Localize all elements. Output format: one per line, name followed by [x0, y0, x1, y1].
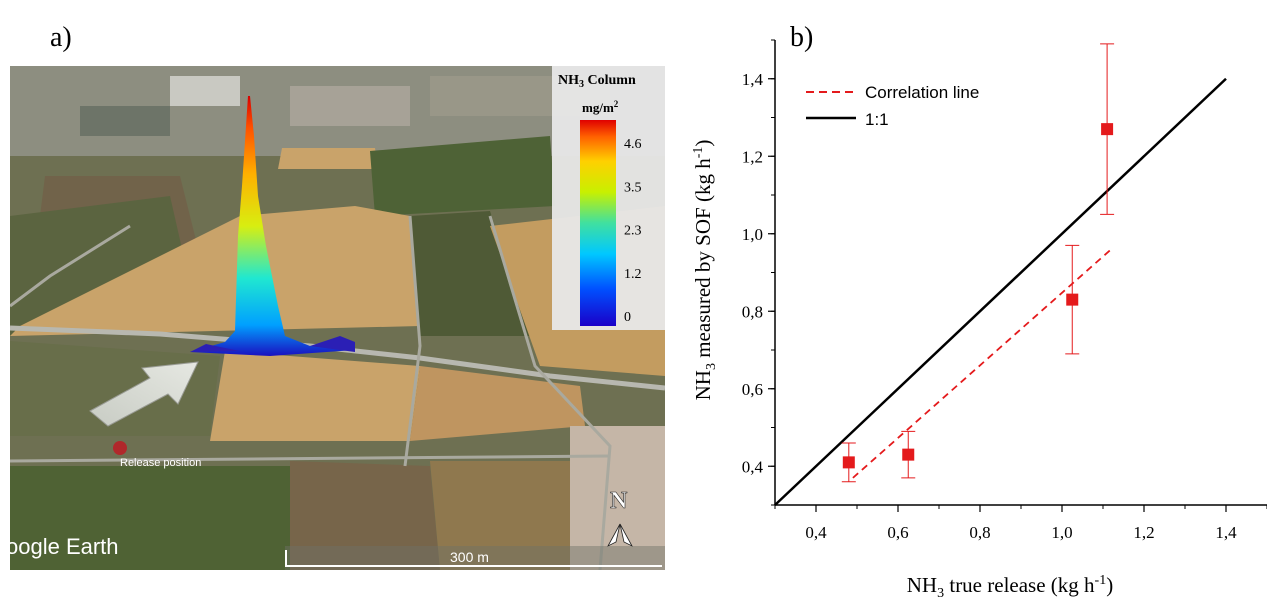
- y-tick-label: 1,2: [742, 147, 763, 166]
- field-parcel: [278, 148, 378, 169]
- colorbar-tick-label: 2.3: [624, 224, 642, 239]
- colorbar-title-sub: 3: [579, 79, 584, 90]
- chart-axes: [768, 39, 1267, 512]
- y-tick-labels: 0,4 0,6 0,8 1,0 1,2 1,4: [742, 70, 764, 477]
- road: [403, 215, 422, 467]
- building-block: [80, 106, 170, 136]
- panel-label-a: a): [50, 22, 72, 53]
- north-arrow-icon: N: [607, 488, 633, 547]
- colorbar-tick-label: 4.6: [624, 137, 642, 152]
- correlation-line: [852, 248, 1112, 479]
- field-parcel: [370, 136, 555, 216]
- chart-panel: 0,4 0,6 0,8 1,0 1,2 1,4 0,4 0,6 0,8 1,0 1,2 1,4 Co…: [680, 0, 1267, 601]
- legend-label-identity: 1:1: [865, 110, 889, 129]
- legend-label-correlation: Correlation line: [865, 83, 979, 102]
- identity-line: [774, 77, 1227, 506]
- field-parcel: [430, 461, 610, 570]
- field-parcel: [210, 351, 420, 441]
- data-point: [1101, 123, 1114, 136]
- chart-points: [841, 43, 1115, 483]
- y-tick-label: 1,4: [742, 70, 764, 89]
- field-parcel: [290, 461, 440, 570]
- scale-label: 300 m: [450, 549, 489, 565]
- x-tick-label: 0,6: [887, 523, 908, 542]
- chart-lines: [774, 77, 1227, 506]
- road: [10, 454, 611, 463]
- google-earth-watermark: oogle Earth: [10, 534, 119, 559]
- x-tick-label: 1,0: [1051, 523, 1072, 542]
- road: [10, 224, 131, 308]
- x-tick-labels: 0,4 0,6 0,8 1,0 1,2 1,4: [805, 523, 1237, 542]
- release-position-label: Release position: [120, 457, 201, 469]
- colorbar-title: NH: [558, 73, 579, 88]
- colorbar-legend: NH3 Column mg/m2 4.6 3.5 2.3 1.2 0: [552, 66, 665, 330]
- colorbar-ticks: 4.6 3.5 2.3 1.2 0: [624, 137, 642, 325]
- data-point: [902, 448, 915, 461]
- north-label: N: [610, 488, 628, 514]
- release-position-marker-icon[interactable]: [113, 441, 127, 455]
- road: [488, 215, 612, 570]
- svg-text:mg/m2: mg/m2: [582, 99, 619, 115]
- colorbar-unit: mg/m: [582, 100, 614, 115]
- ammonia-plume: [190, 96, 355, 356]
- field-parcel: [410, 366, 585, 441]
- village-area: [570, 426, 665, 570]
- y-tick-label: 0,4: [742, 457, 764, 476]
- colorbar-title-rest: Column: [584, 73, 636, 88]
- field-parcel: [10, 466, 300, 570]
- chart-legend: Correlation line 1:1: [806, 83, 979, 129]
- y-tick-label: 1,0: [742, 225, 763, 244]
- x-tick-label: 1,2: [1133, 523, 1154, 542]
- scatter-chart: 0,4 0,6 0,8 1,0 1,2 1,4 0,4 0,6 0,8 1,0 1,2 1,4 Co…: [691, 39, 1267, 601]
- colorbar-tick-label: 1.2: [624, 267, 642, 282]
- data-point: [1066, 293, 1079, 306]
- building-block: [290, 86, 410, 126]
- field-parcel-main: [10, 206, 420, 336]
- data-point: [842, 456, 855, 469]
- panel-label-b: b): [790, 22, 814, 53]
- x-tick-label: 0,4: [805, 523, 827, 542]
- y-axis-title: NH3 measured by SOF (kg h-1): [691, 140, 719, 401]
- road: [10, 325, 665, 391]
- wind-direction-arrow-icon: [89, 361, 199, 427]
- scale-bar: 300 m: [285, 546, 665, 570]
- svg-text:NH3 Column: NH3 Column: [558, 73, 636, 90]
- map-panel[interactable]: Release position NH3 Column mg/m2 4.6 3.5…: [10, 66, 665, 570]
- colorbar-tick-label: 3.5: [624, 180, 642, 195]
- field-parcel: [10, 341, 220, 436]
- satellite-map[interactable]: Release position NH3 Column mg/m2 4.6 3.5…: [10, 66, 665, 570]
- x-tick-label: 0,8: [969, 523, 990, 542]
- y-tick-label: 0,6: [742, 380, 763, 399]
- x-tick-label: 1,4: [1215, 523, 1237, 542]
- y-tick-label: 0,8: [742, 302, 763, 321]
- colorbar-gradient: [580, 120, 616, 326]
- building-block: [170, 76, 240, 106]
- x-axis-title: NH3 true release (kg h-1): [907, 573, 1113, 598]
- colorbar-tick-label: 0: [624, 310, 631, 325]
- colorbar-unit-sup: 2: [614, 99, 619, 109]
